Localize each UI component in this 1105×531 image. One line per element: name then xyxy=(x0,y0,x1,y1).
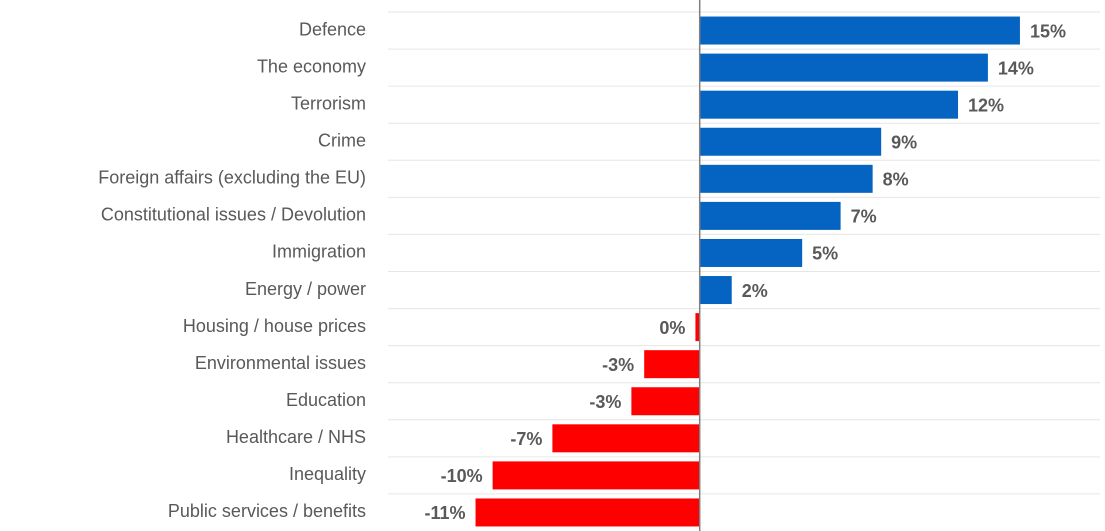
category-label: Foreign affairs (excluding the EU) xyxy=(98,168,366,188)
category-label: Education xyxy=(286,390,366,410)
data-label: 14% xyxy=(998,58,1034,78)
data-label: -11% xyxy=(425,503,466,523)
bar xyxy=(699,164,873,193)
bar xyxy=(475,498,700,527)
data-label: 2% xyxy=(742,281,768,301)
category-label: Defence xyxy=(299,19,366,39)
category-label: Healthcare / NHS xyxy=(226,427,366,447)
data-label: 5% xyxy=(812,244,838,264)
category-label: Crime xyxy=(318,131,366,151)
bar xyxy=(695,313,700,342)
category-label: Environmental issues xyxy=(195,353,366,373)
data-label: 9% xyxy=(891,133,917,153)
data-label: 0% xyxy=(659,318,685,338)
category-label: Energy / power xyxy=(245,279,366,299)
bar xyxy=(699,90,959,119)
data-label: 8% xyxy=(883,170,909,190)
category-label: Public services / benefits xyxy=(168,501,366,521)
data-label: -3% xyxy=(602,355,634,375)
category-label: Inequality xyxy=(289,464,366,484)
data-label: -7% xyxy=(510,429,542,449)
data-label: -3% xyxy=(589,392,621,412)
bar xyxy=(699,276,732,305)
bar xyxy=(699,53,988,82)
bar xyxy=(699,238,803,267)
data-label: 12% xyxy=(968,95,1004,115)
category-label: Immigration xyxy=(272,242,366,262)
bar xyxy=(699,16,1020,45)
category-label: The economy xyxy=(257,56,366,76)
data-label: 15% xyxy=(1030,21,1066,41)
bar xyxy=(552,424,700,453)
bar xyxy=(492,461,700,490)
category-label: Housing / house prices xyxy=(183,316,366,336)
category-label: Constitutional issues / Devolution xyxy=(101,205,366,225)
category-label: Terrorism xyxy=(291,93,366,113)
data-label: -10% xyxy=(441,466,483,486)
bar xyxy=(631,387,700,416)
data-label: 7% xyxy=(851,207,877,227)
bar xyxy=(699,127,882,156)
bar xyxy=(644,350,700,379)
bar xyxy=(699,201,841,230)
